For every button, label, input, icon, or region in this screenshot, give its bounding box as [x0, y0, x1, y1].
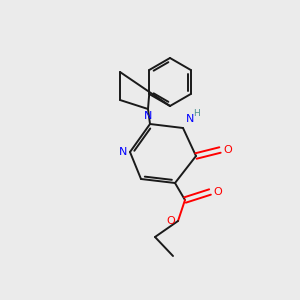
Text: N: N — [144, 111, 152, 121]
Text: N: N — [186, 114, 194, 124]
Text: O: O — [213, 187, 222, 197]
Text: N: N — [118, 147, 127, 157]
Text: H: H — [193, 109, 200, 118]
Text: O: O — [223, 145, 232, 155]
Text: O: O — [166, 216, 175, 226]
